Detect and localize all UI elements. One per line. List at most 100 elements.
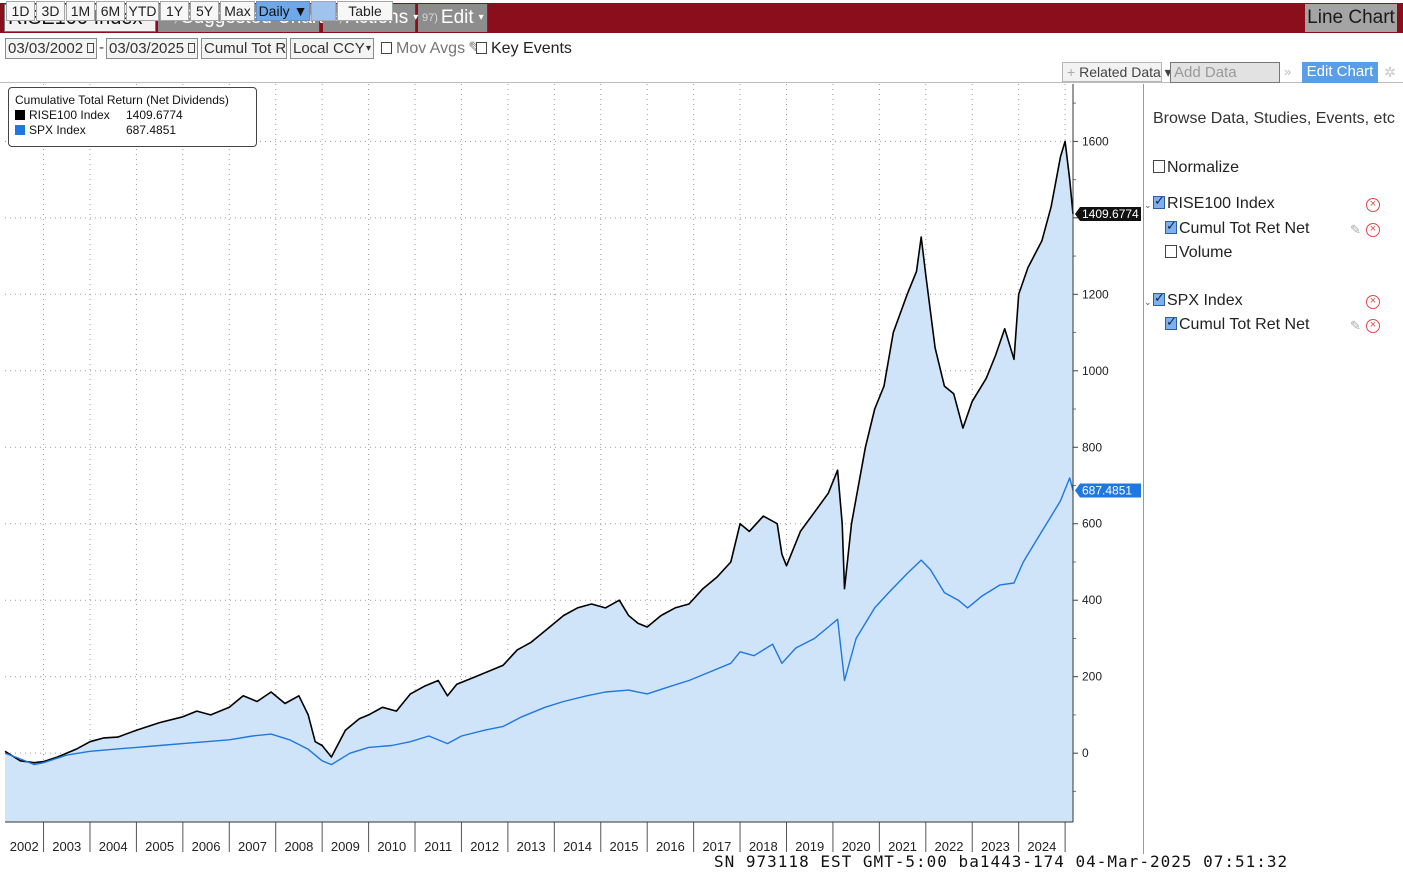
gear-icon[interactable]: ✲ [1384, 64, 1396, 80]
add-data-input[interactable]: Add Data [1170, 62, 1280, 83]
collapse-icon[interactable]: ⌄ [1144, 297, 1152, 307]
field-checkbox[interactable] [1165, 314, 1177, 330]
range-5y-button[interactable]: 5Y [190, 1, 219, 21]
normalize-label: Normalize [1167, 159, 1240, 176]
x-tick-label: 2010 [377, 839, 406, 854]
x-tick-label: 2008 [284, 839, 313, 854]
series-label: SPX Index [1167, 292, 1243, 309]
x-tick-label: 2009 [331, 839, 360, 854]
x-tick-label: 2022 [935, 839, 964, 854]
related-data-dropdown[interactable]: + Related Data ▾ [1062, 62, 1172, 82]
x-tick-label: 2024 [1027, 839, 1056, 854]
dropdown-caret-icon: ▾ [413, 12, 419, 23]
chart-axes: 0 200 400 600 800 1000 1200 1600 2002 2003 2004 200… [5, 84, 1141, 854]
x-tick-label: 2003 [52, 839, 81, 854]
end-date-field[interactable]: 03/03/2025 [106, 38, 198, 59]
remove-series-icon[interactable]: × [1366, 295, 1380, 309]
series-label: RISE100 Index [1167, 195, 1275, 212]
chart-settings-panel: Browse Data, Studies, Events, etc Normal… [1143, 84, 1403, 854]
series-spx[interactable]: SPX Index [1153, 290, 1243, 310]
forward-arrows-icon[interactable]: » [1284, 64, 1292, 79]
legend-swatch [15, 110, 25, 120]
x-tick-label: 2004 [99, 839, 128, 854]
x-tick-label: 2011 [424, 839, 452, 854]
start-date-field[interactable]: 03/03/2002 [5, 38, 97, 59]
range-1d-button[interactable]: 1D [6, 1, 35, 21]
series-field-rise100[interactable]: Cumul Tot Ret Net [1165, 218, 1309, 238]
normalize-toggle[interactable]: Normalize [1153, 159, 1239, 177]
range-1y-button[interactable]: 1Y [160, 1, 189, 21]
key-events-toggle[interactable]: Key Events [476, 39, 572, 59]
field-select[interactable]: Cumul Tot Re [201, 38, 287, 59]
chart-lines [4, 140, 1074, 766]
collapse-icon[interactable]: ⌄ [1144, 200, 1152, 210]
calendar-icon[interactable] [87, 43, 94, 53]
series-checkbox[interactable] [1153, 290, 1165, 306]
y-tick-label: 400 [1082, 593, 1102, 607]
series-checkbox[interactable] [1153, 193, 1165, 209]
end-date-value: 03/03/2025 [109, 40, 185, 57]
y-tick-label: 600 [1082, 517, 1102, 531]
range-max-button[interactable]: Max [220, 1, 255, 21]
legend-series-value: 1409.6774 [126, 108, 183, 122]
y-tick-label: 1200 [1082, 287, 1109, 301]
x-tick-label: 2006 [192, 839, 221, 854]
frequency-dropdown[interactable]: Daily ▼ [256, 1, 310, 21]
y-tick-label: 0 [1082, 746, 1089, 760]
browse-data-link[interactable]: Browse Data, Studies, Events, etc [1153, 110, 1395, 127]
pencil-icon[interactable]: ✎ [1350, 222, 1361, 237]
currency-select[interactable]: Local CCY ▾ [290, 38, 374, 59]
range-3d-button[interactable]: 3D [36, 1, 65, 21]
chart-type-button[interactable] [311, 1, 336, 21]
volume-label: Volume [1179, 244, 1233, 261]
legend-item: SPX Index 687.4851 [15, 123, 250, 138]
remove-series-icon[interactable]: × [1366, 198, 1380, 212]
normalize-checkbox[interactable] [1153, 160, 1165, 173]
mov-avgs-checkbox[interactable] [381, 42, 392, 54]
last-value-tag-label: 1409.6774 [1082, 207, 1139, 221]
line-chart-button[interactable]: Line Chart [1305, 4, 1397, 32]
y-tick-label: 1600 [1082, 134, 1109, 148]
key-events-label: Key Events [491, 40, 572, 57]
last-value-tag-bg [1075, 207, 1141, 222]
x-tick-label: 2016 [656, 839, 685, 854]
x-tick-label: 2007 [238, 839, 267, 854]
remove-field-icon[interactable]: × [1366, 319, 1380, 333]
x-tick-label: 2014 [563, 839, 592, 854]
series-line [4, 140, 1074, 764]
series-rise100[interactable]: RISE100 Index [1153, 193, 1275, 213]
calendar-icon[interactable] [188, 43, 195, 53]
volume-checkbox[interactable] [1165, 245, 1177, 258]
legend-series-name: SPX Index [29, 123, 86, 137]
remove-field-icon[interactable]: × [1366, 223, 1380, 237]
edit-chart-button[interactable]: Edit Chart [1302, 62, 1378, 83]
edit-menu[interactable]: 97) Edit ▾ [418, 4, 488, 32]
legend-item: RISE100 Index 1409.6774 [15, 108, 250, 123]
series-area-fill [5, 141, 1073, 822]
related-data-label: Related Data ▾ [1079, 64, 1172, 80]
field-checkbox[interactable] [1165, 218, 1177, 234]
x-tick-label: 2013 [517, 839, 546, 854]
x-tick-label: 2023 [981, 839, 1010, 854]
range-toolbar [0, 61, 1403, 83]
x-tick-label: 2019 [795, 839, 824, 854]
x-tick-label: 2005 [145, 839, 174, 854]
table-button[interactable]: Table [337, 1, 393, 21]
mov-avgs-toggle[interactable]: Mov Avgs ✎ [381, 39, 481, 59]
chart-settings-row: 03/03/2002 - 03/03/2025 Cumul Tot Re Loc… [0, 38, 700, 60]
range-1m-button[interactable]: 1M [66, 1, 95, 21]
series-field-spx[interactable]: Cumul Tot Ret Net [1165, 314, 1310, 334]
x-tick-label: 2020 [842, 839, 871, 854]
key-events-checkbox[interactable] [476, 42, 487, 54]
pencil-icon[interactable]: ✎ [1350, 318, 1361, 333]
dropdown-caret-icon: ▾ [478, 12, 484, 23]
x-tick-label: 2021 [888, 839, 917, 854]
range-ytd-button[interactable]: YTD [126, 1, 159, 21]
last-value-tag: 687.4851 [1075, 483, 1141, 498]
date-separator: - [99, 39, 104, 56]
x-tick-label: 2018 [749, 839, 778, 854]
field-label: Cumul Tot Ret Net [1179, 316, 1310, 333]
line-chart: 0 200 400 600 800 1000 1200 1600 2002 2003 2004 200… [4, 84, 1141, 854]
range-6m-button[interactable]: 6M [96, 1, 125, 21]
volume-toggle[interactable]: Volume [1165, 244, 1232, 262]
